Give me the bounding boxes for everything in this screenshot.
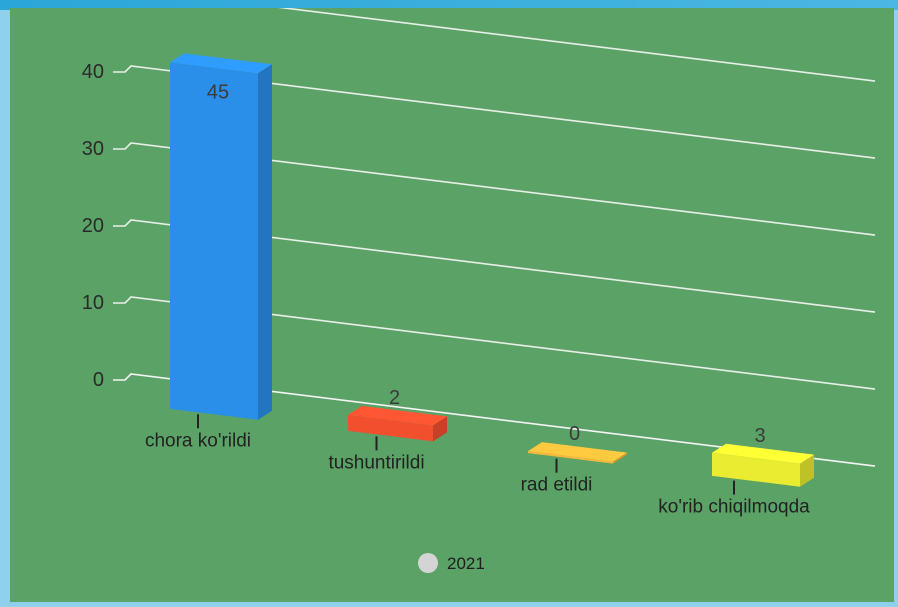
chart-panel: 0 10 20 30 40 45 2 0 3 chora ko'rildi tushuntiri… — [10, 0, 894, 602]
gridline-40 — [113, 65, 876, 159]
bar-front[interactable] — [712, 452, 800, 487]
legend-marker-2021[interactable] — [418, 553, 438, 573]
bar-top[interactable] — [528, 442, 627, 462]
bar-3[interactable]: 3 — [712, 425, 814, 487]
bar-side[interactable] — [258, 64, 272, 420]
bar-top[interactable] — [348, 405, 447, 426]
bar-front[interactable] — [528, 451, 613, 464]
x-category-label: ko'rib chiqilmoqda — [658, 497, 810, 518]
legend: 2021 — [418, 553, 485, 573]
y-tick-label: 0 — [93, 369, 104, 391]
bar-value-label: 45 — [207, 81, 229, 103]
bar-front[interactable] — [170, 62, 258, 420]
bar-2[interactable]: 0 — [528, 423, 627, 464]
bar-side[interactable] — [613, 452, 627, 464]
bar-0[interactable]: 45 — [170, 53, 272, 420]
bar-front[interactable] — [348, 414, 433, 442]
bar-side[interactable] — [800, 454, 814, 487]
gridline-50 — [213, 0, 876, 82]
y-tick-label: 20 — [82, 215, 104, 237]
bar-value-label: 2 — [389, 387, 400, 409]
x-category-label: chora ko'rildi — [145, 430, 251, 451]
legend-label-2021[interactable]: 2021 — [447, 554, 485, 573]
grid-layer — [113, 0, 876, 467]
bar-side[interactable] — [433, 416, 447, 442]
y-tick-label: 40 — [82, 61, 104, 83]
bar-value-label: 3 — [754, 425, 765, 447]
bar-top[interactable] — [712, 443, 814, 464]
x-axis: chora ko'rildi tushuntirildi rad etildi ko'… — [145, 414, 810, 518]
bars: 45 2 0 3 — [170, 53, 814, 487]
bar-top[interactable] — [170, 53, 272, 74]
x-category-label: tushuntirildi — [328, 452, 424, 473]
top-bar — [0, 0, 898, 10]
y-tick-label: 10 — [82, 292, 104, 314]
gridline-0 — [113, 373, 876, 467]
gridline-10 — [113, 296, 876, 390]
bar-1[interactable]: 2 — [348, 387, 447, 442]
gridline-20 — [113, 219, 876, 313]
y-tick-label: 30 — [82, 138, 104, 160]
x-category-label: rad etildi — [521, 475, 593, 496]
y-axis: 0 10 20 30 40 — [82, 61, 104, 391]
bar-value-label: 0 — [569, 423, 580, 445]
gridline-30 — [113, 142, 876, 236]
